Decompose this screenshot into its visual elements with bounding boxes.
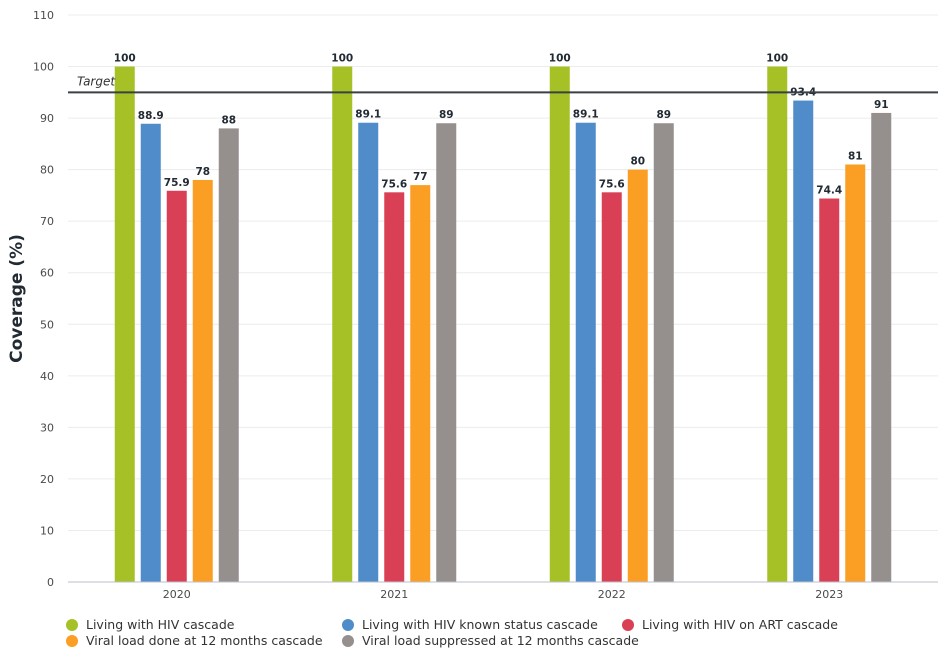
y-tick-label: 110: [33, 9, 54, 22]
legend-item[interactable]: Viral load done at 12 months cascade: [66, 633, 323, 648]
bar-2021-series-5: [436, 123, 457, 582]
y-tick-label: 40: [40, 370, 54, 383]
legend-swatch: [66, 618, 78, 631]
y-tick-label: 0: [47, 576, 54, 589]
x-tick-label: 2022: [598, 588, 626, 601]
legend-label: Viral load done at 12 months cascade: [86, 633, 323, 648]
legend-item[interactable]: Living with HIV on ART cascade: [622, 617, 838, 632]
data-label: 89: [439, 109, 454, 121]
bar-2023-series-1: [767, 66, 788, 582]
data-label: 89.1: [355, 109, 381, 121]
data-label: 100: [331, 53, 353, 65]
bar-2021-series-3: [384, 192, 405, 583]
data-label: 75.6: [599, 178, 625, 190]
x-tick-label: 2020: [163, 588, 191, 601]
y-tick-label: 90: [40, 112, 54, 125]
legend-label: Viral load suppressed at 12 months casca…: [362, 633, 639, 648]
y-tick-label: 100: [33, 61, 54, 74]
legend-swatch: [622, 618, 634, 631]
legend-label: Living with HIV known status cascade: [362, 617, 598, 632]
data-label: 100: [766, 53, 788, 65]
legend-item[interactable]: Living with HIV cascade: [66, 617, 234, 632]
legend-swatch: [342, 634, 354, 647]
data-label: 74.4: [816, 185, 842, 197]
y-axis-ticks: 0 10 20 30 40 50 60 70 80 90 100 110: [33, 9, 54, 589]
bar-2022-series-5: [653, 123, 674, 582]
bar-2022-series-3: [601, 192, 622, 583]
data-label: 88.9: [138, 110, 164, 122]
y-tick-label: 70: [40, 215, 54, 228]
bar-2020-series-3: [166, 190, 187, 582]
x-axis-ticks: 2020 2021 2022 2023: [163, 588, 844, 601]
data-label: 89.1: [573, 109, 599, 121]
data-labels: 100 88.9 75.9 78 88 100 89.1 75.6 77 89 100 89.1 75.…: [114, 53, 889, 197]
data-label: 81: [848, 150, 863, 162]
bar-2023-series-4: [845, 164, 866, 582]
bar-2020-series-2: [140, 123, 161, 582]
data-label: 78: [195, 166, 210, 178]
legend-label: Living with HIV cascade: [86, 617, 235, 632]
x-tick-label: 2023: [815, 588, 843, 601]
bar-2021-series-2: [358, 122, 379, 582]
target-label: Target: [77, 74, 116, 88]
legend-swatch: [66, 634, 78, 647]
bars: [114, 66, 892, 583]
data-label: 100: [549, 53, 571, 65]
y-tick-label: 30: [40, 421, 54, 434]
y-tick-label: 20: [40, 473, 54, 486]
x-tick-label: 2021: [380, 588, 408, 601]
bar-2020-series-4: [192, 179, 213, 583]
bar-2022-series-4: [627, 169, 648, 583]
y-axis-title: Coverage (%): [7, 234, 27, 363]
bar-2023-series-2: [793, 100, 814, 582]
bar-2021-series-4: [410, 185, 431, 582]
bar-2020-series-5: [218, 128, 239, 582]
data-label: 75.9: [164, 177, 190, 189]
bar-2022-series-2: [575, 122, 596, 582]
data-label: 88: [221, 114, 236, 126]
legend-label: Living with HIV on ART cascade: [642, 617, 838, 632]
y-tick-label: 50: [40, 318, 54, 331]
legend-item[interactable]: Viral load suppressed at 12 months casca…: [342, 633, 639, 648]
data-label: 91: [874, 99, 889, 111]
bar-2021-series-1: [332, 66, 353, 582]
data-label: 77: [413, 171, 428, 183]
data-label: 100: [114, 53, 136, 65]
gridlines: [68, 14, 938, 531]
legend-swatch: [342, 618, 354, 631]
data-label: 75.6: [381, 178, 407, 190]
y-tick-label: 10: [40, 524, 54, 537]
bar-2020-series-1: [114, 66, 135, 582]
bar-2023-series-3: [819, 198, 840, 582]
legend-item[interactable]: Living with HIV known status cascade: [342, 617, 598, 632]
data-label: 89: [656, 109, 671, 121]
data-label: 80: [630, 156, 645, 168]
chart-svg: 0 10 20 30 40 50 60 70 80 90 100 110 100 88.9 75.9 78 8…: [7, 9, 938, 601]
bar-2022-series-1: [549, 66, 570, 582]
y-tick-label: 60: [40, 267, 54, 280]
bar-2023-series-5: [871, 112, 892, 582]
y-tick-label: 80: [40, 164, 54, 177]
